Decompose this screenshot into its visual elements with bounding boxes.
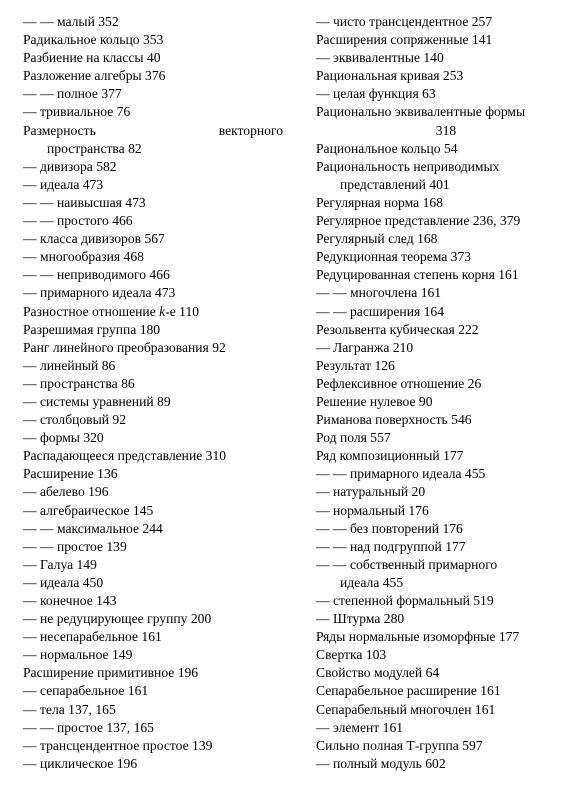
index-entry: Размерность векторного пространства 82 — [23, 122, 283, 158]
index-entry: — — простое 137, 165 — [23, 719, 154, 735]
index-entry: — не редуцирующее группу 200 — [23, 611, 212, 627]
index-entry: — алгебраическое 145 — [23, 502, 154, 518]
index-entry: Резольвента кубическая 222 — [316, 321, 479, 337]
index-entry: Сепарабельный многочлен 161 — [316, 701, 496, 717]
index-entry-continuation: пространства 82 — [47, 140, 142, 156]
index-entry: — класса дивизоров 567 — [23, 231, 165, 247]
index-entry: — линейный 86 — [23, 357, 116, 373]
index-entry: — — многочлена 161 — [316, 285, 442, 301]
index-entry: — Лагранжа 210 — [316, 339, 414, 355]
index-entry: — Галуа 149 — [23, 556, 97, 572]
index-entry: Род поля 557 — [316, 430, 391, 446]
index-entry: — циклическое 196 — [23, 755, 138, 771]
index-entry: — системы уравнений 89 — [23, 393, 171, 409]
index-entry: Решение нулевое 90 — [316, 393, 433, 409]
index-entry: Ряды нормальные изоморфные 177 — [316, 629, 520, 645]
index-entry: Редукционная теорема 373 — [316, 249, 472, 265]
index-entry: Риманова поверхность 546 — [316, 412, 472, 428]
index-entry: — идеала 450 — [23, 574, 104, 590]
index-entry: Рациональная кривая 253 — [316, 68, 464, 84]
index-entry: Ряд композиционный 177 — [316, 448, 464, 464]
index-entry: Расширение примитивное 196 — [23, 665, 199, 681]
index-entry: — — наивысшая 473 — [23, 194, 146, 210]
index-entry: — — над подгруппой 177 — [316, 538, 466, 554]
index-entry: — конечное 143 — [23, 593, 117, 608]
index-entry: — нормальный 176 — [316, 502, 429, 518]
index-entry: — сепарабельное 161 — [23, 683, 149, 699]
index-entry-first-line: Размерность векторного — [23, 122, 283, 138]
index-entry: — трансцендентное простое 139 — [23, 737, 213, 753]
index-entry-first-line: Рациональность неприводимых — [316, 158, 500, 174]
index-entry: — абелево 196 — [23, 484, 109, 500]
index-entry: Регулярная норма 168 — [316, 194, 443, 210]
index-entry: — дивизора 582 — [23, 158, 117, 174]
index-entry: Свойство модулей 64 — [316, 665, 440, 681]
index-entry: Ранг линейного преобразования 92 — [23, 339, 226, 355]
index-entry: — идеала 473 — [23, 176, 104, 192]
index-entry: — степенной формальный 519 — [316, 593, 494, 608]
index-entry: Радикальное кольцо 353 — [23, 32, 164, 48]
index-entry: Свертка 103 — [316, 647, 387, 663]
index-entry: — примарного идеала 473 — [23, 285, 176, 301]
index-entry-first-line: — — собственный примарного — [316, 556, 498, 572]
index-entry-continuation: представлений 401 — [340, 176, 450, 192]
index-entry: — столбцовый 92 — [23, 412, 126, 428]
index-entry: — эквивалентные 140 — [316, 50, 444, 66]
index-entry: — несепарабельное 161 — [23, 629, 162, 645]
index-entry: — натуральный 20 — [316, 484, 426, 500]
index-entry: — формы 320 — [23, 430, 104, 446]
index-entry: — чисто трансцендентное 257 — [316, 14, 493, 29]
index-column-left: — — малый 352 Радикальное кольцо 353 Разби… — [23, 13, 283, 773]
index-entry: — элемент 161 — [316, 719, 404, 735]
index-entry-continuation: 318 — [435, 122, 457, 138]
index-entry: — — полное 377 — [23, 86, 122, 102]
index-entry: — — малый 352 — [23, 14, 119, 29]
index-entry: — — простого 466 — [23, 213, 133, 229]
index-entry: — — расширения 164 — [316, 303, 445, 319]
index-entry: — — максимальное 244 — [23, 520, 163, 536]
index-entry: — — без повторений 176 — [316, 520, 463, 536]
index-entry: Разностное отношение k-е 110 — [23, 303, 200, 319]
index-entry: — — примарного идеала 455 — [316, 466, 486, 482]
index-entry: Расширение 136 — [23, 466, 118, 482]
index-entry: Рациональное кольцо 54 — [316, 140, 458, 156]
index-entry: Сильно полная Т-группа 597 — [316, 737, 483, 753]
index-entry: — Штурма 280 — [316, 611, 405, 627]
index-entry: Результат 126 — [316, 357, 395, 373]
index-entry-first-line: Рационально эквивалентные формы — [316, 104, 526, 120]
index-entry: — — собственный примарного идеала 455 — [316, 556, 576, 592]
index-entry: — тривиальное 76 — [23, 104, 131, 120]
index-entry: Сепарабельное расширение 161 — [316, 683, 501, 699]
index-column-right: — чисто трансцендентное 257 Расширения со… — [316, 13, 576, 773]
index-entry: — многообразия 468 — [23, 249, 144, 265]
index-entry: — нормальное 149 — [23, 647, 133, 663]
index-entry: Регулярный след 168 — [316, 231, 438, 247]
index-entry: Распадающееся представление 310 — [23, 448, 227, 464]
index-entry: — полный модуль 602 — [316, 755, 446, 771]
index-entry: Расширения сопряженные 141 — [316, 32, 493, 48]
index-entry: Рефлексивное отношение 26 — [316, 375, 482, 391]
index-entry: Разрешимая группа 180 — [23, 321, 161, 337]
index-entry: Рационально эквивалентные формы 318 — [316, 103, 576, 139]
index-entry: Редуцированная степень корня 161 — [316, 267, 519, 283]
index-entry: Регулярное представление 236, 379 — [316, 213, 521, 229]
index-entry: Разложение алгебры 376 — [23, 68, 166, 84]
index-entry: — пространства 86 — [23, 375, 135, 391]
index-entry: Разбиение на классы 40 — [23, 50, 161, 66]
index-entry-continuation: идеала 455 — [340, 574, 404, 590]
index-entry: Рациональность неприводимых представлений… — [316, 158, 576, 194]
index-entry: — — неприводимого 466 — [23, 267, 170, 283]
index-entry: — целая функция 63 — [316, 86, 436, 102]
index-entry: — тела 137, 165 — [23, 701, 116, 717]
index-entry: — — простое 139 — [23, 538, 127, 554]
